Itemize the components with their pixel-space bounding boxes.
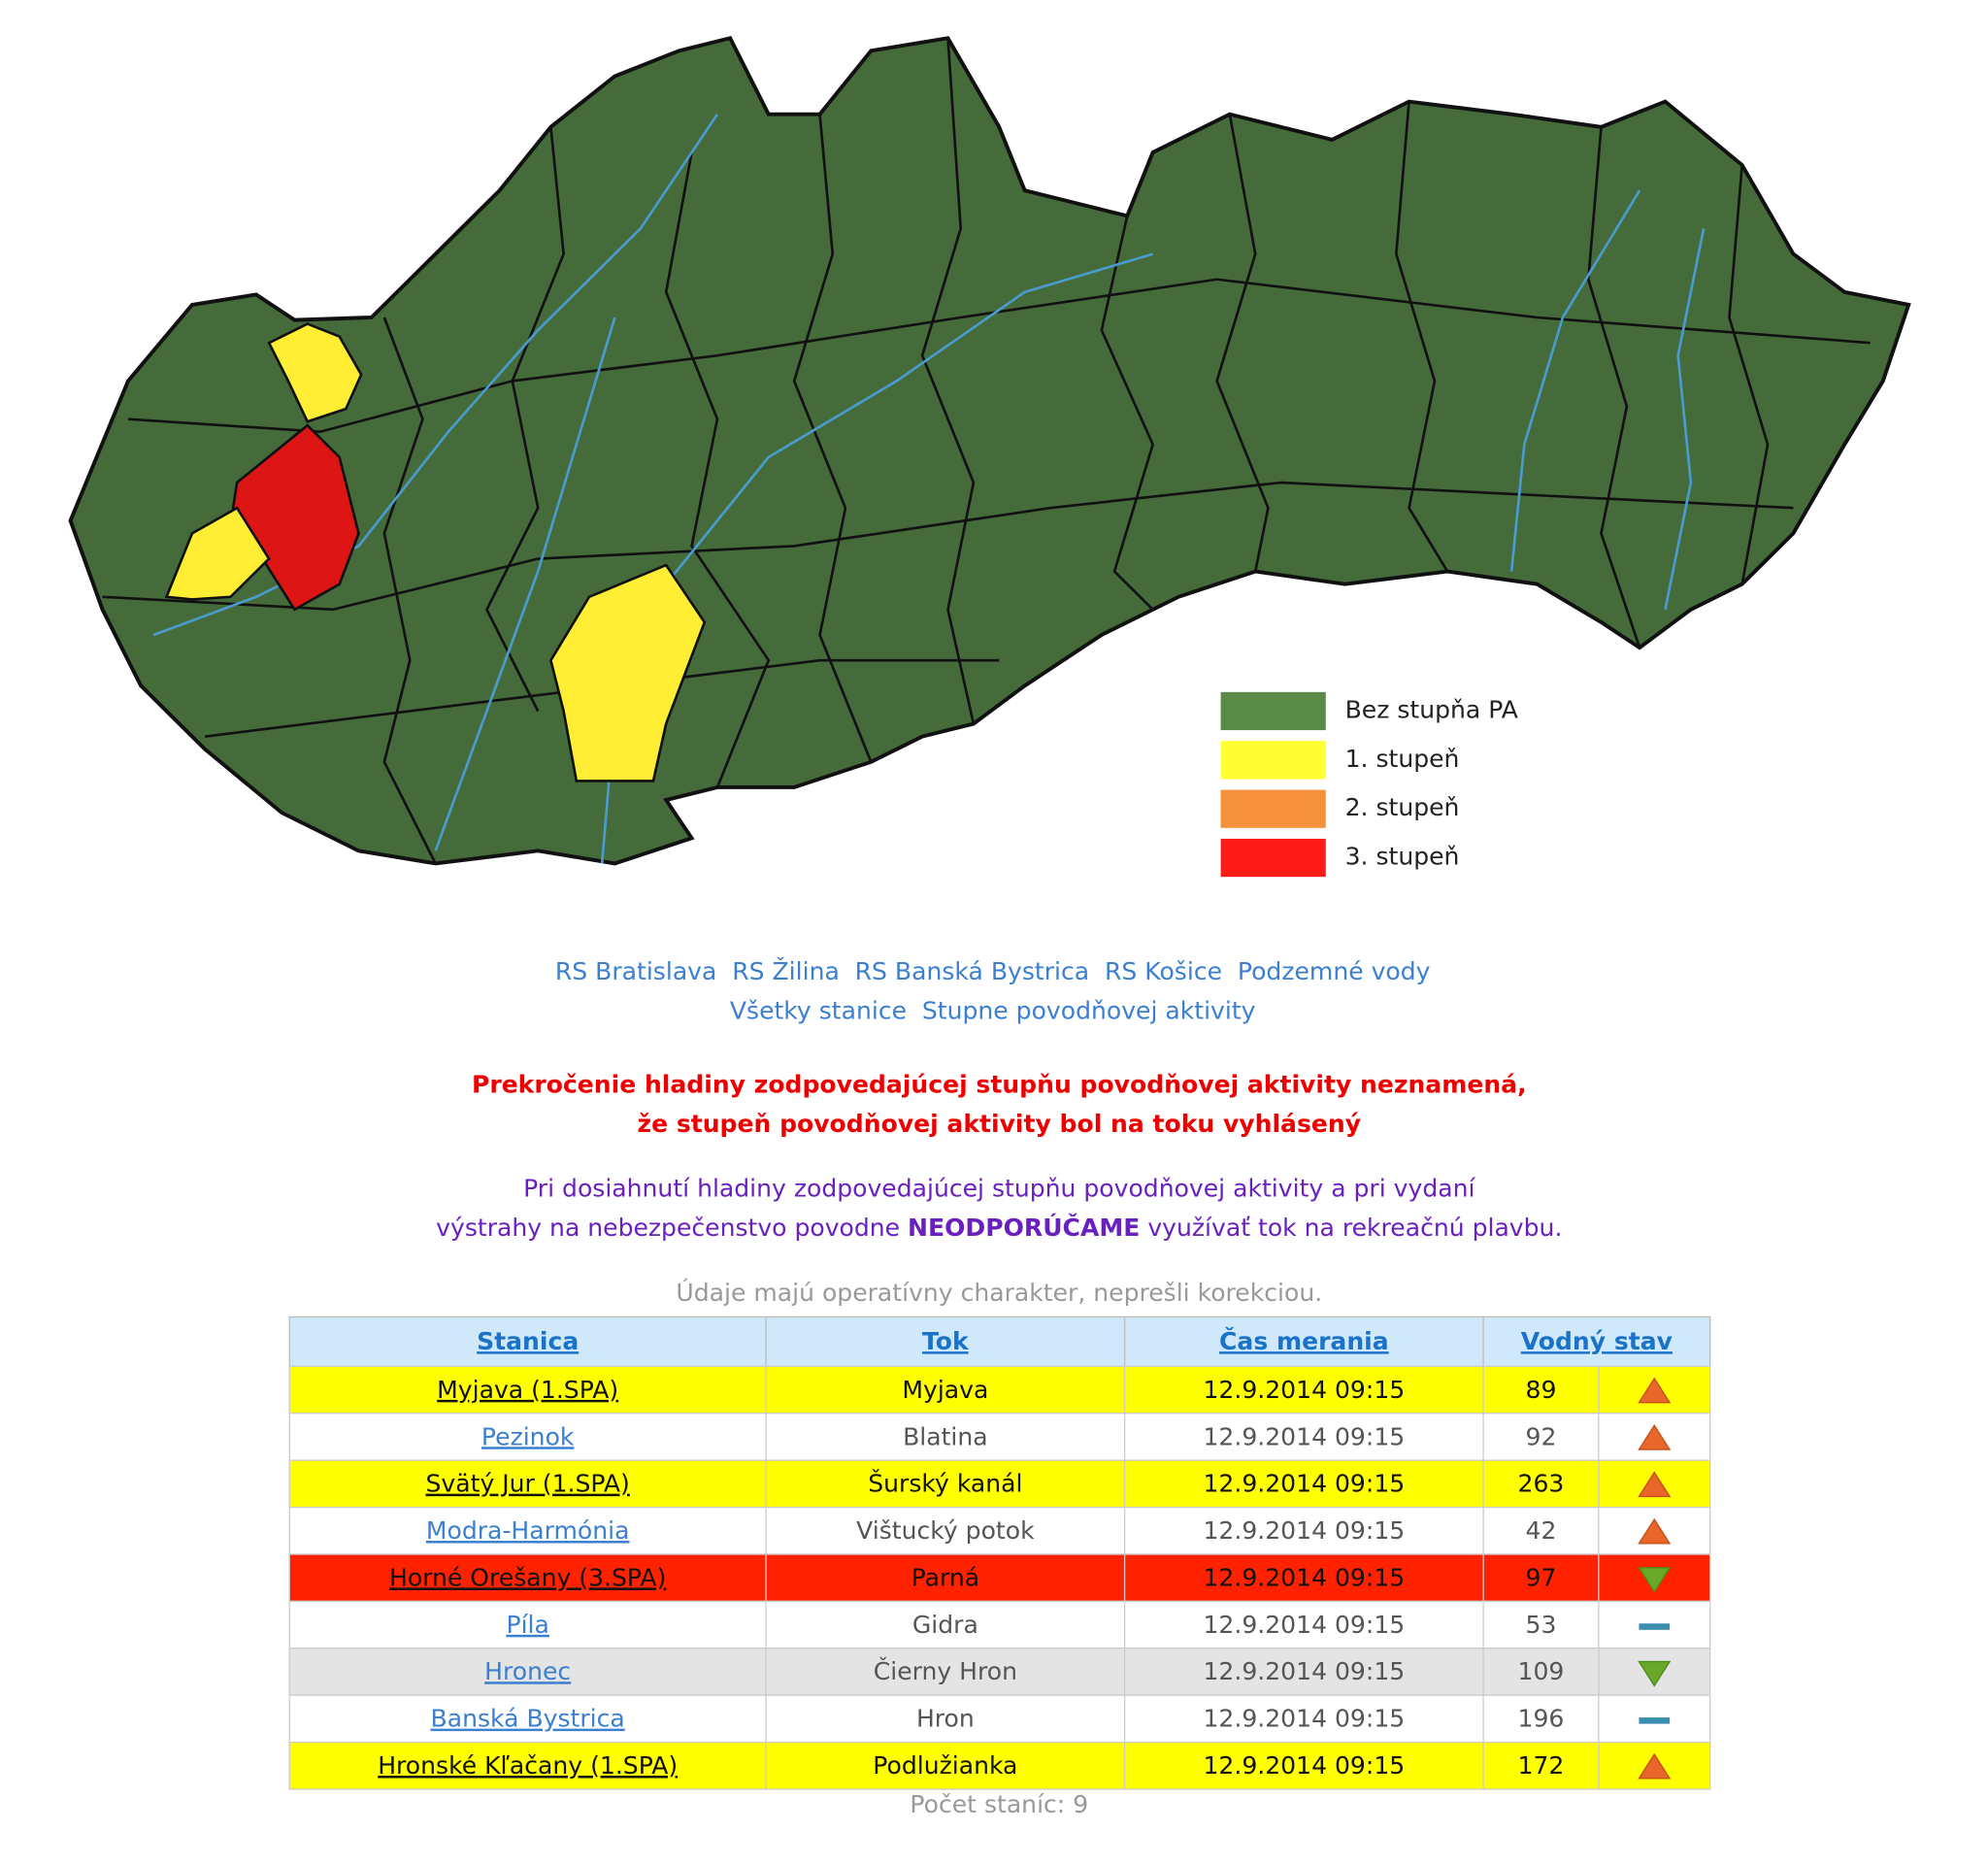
disclaimer: Údaje majú operatívny charakter, neprešl… — [676, 1278, 1322, 1307]
column-header[interactable]: Stanica — [477, 1327, 579, 1355]
region-level-1 — [549, 563, 707, 782]
level-cell: 53 — [1526, 1611, 1557, 1639]
station-link[interactable]: Horné Orešany (3.SPA) — [389, 1564, 666, 1592]
nav-link[interactable]: RS Banská Bystrica — [855, 957, 1090, 985]
legend-swatch — [1220, 838, 1326, 878]
level-cell: 172 — [1518, 1751, 1565, 1780]
level-cell: 263 — [1518, 1470, 1565, 1498]
notice-text: využívať tok na rekreačnú plavbu. — [1147, 1214, 1562, 1242]
legend-swatch — [1220, 691, 1326, 731]
trend-down-icon — [1638, 1660, 1672, 1687]
column-header[interactable]: Vodný stav — [1521, 1327, 1673, 1355]
trend-up-icon — [1638, 1517, 1672, 1545]
legend-label: 3. stupeň — [1345, 843, 1460, 871]
column-header[interactable]: Čas merania — [1219, 1326, 1389, 1355]
river-cell: Vištucký potok — [856, 1516, 1035, 1545]
table-row-bg — [288, 1600, 1711, 1649]
level-cell: 89 — [1526, 1376, 1557, 1404]
region-level-1 — [267, 322, 363, 423]
trend-up-icon — [1638, 1424, 1672, 1450]
rivers — [152, 113, 1706, 864]
nav-row: Všetky stanice Stupne povodňovej aktivity — [730, 997, 1256, 1025]
time-cell: 12.9.2014 09:15 — [1203, 1516, 1405, 1545]
station-link[interactable]: Píla — [506, 1611, 548, 1639]
column-header[interactable]: Tok — [922, 1327, 970, 1355]
river-cell: Blatina — [903, 1422, 988, 1450]
river-cell: Gidra — [912, 1611, 978, 1639]
station-link[interactable]: Banská Bystrica — [431, 1705, 625, 1733]
trend-up-icon — [1638, 1752, 1672, 1780]
trend-up-icon — [1638, 1377, 1672, 1404]
river-cell: Parná — [911, 1564, 979, 1592]
station-link[interactable]: Pezinok — [481, 1422, 575, 1450]
notice-emphasis: NEODPORÚČAME — [908, 1213, 1140, 1242]
nav-link[interactable]: Stupne povodňovej aktivity — [922, 997, 1256, 1025]
time-cell: 12.9.2014 09:15 — [1203, 1657, 1405, 1685]
trend-down-icon — [1638, 1567, 1672, 1593]
content: Bez stupňa PA 1. stupeň 2. stupeň 3. stupeň… — [68, 35, 1911, 1818]
legend-label: 1. stupeň — [1345, 745, 1460, 773]
legend-swatch — [1220, 741, 1326, 780]
legend-swatch — [1220, 789, 1326, 828]
table-header-bg — [288, 1315, 1711, 1368]
time-cell: 12.9.2014 09:15 — [1203, 1705, 1405, 1733]
river-cell: Čierny Hron — [874, 1656, 1017, 1685]
notice-line: Pri dosiahnutí hladiny zodpovedajúcej st… — [523, 1175, 1475, 1203]
table-row-bg — [288, 1694, 1711, 1744]
table-row-bg — [288, 1506, 1711, 1555]
time-cell: 12.9.2014 09:15 — [1203, 1422, 1405, 1450]
table-row-bg — [288, 1413, 1711, 1461]
region-level-1 — [164, 506, 271, 601]
river-cell: Myjava — [902, 1376, 988, 1404]
river-cell: Hron — [916, 1705, 975, 1733]
time-cell: 12.9.2014 09:15 — [1203, 1751, 1405, 1780]
map — [68, 35, 1911, 866]
river-cell: Šurský kanál — [868, 1469, 1022, 1498]
time-cell: 12.9.2014 09:15 — [1203, 1470, 1405, 1498]
level-cell: 196 — [1518, 1705, 1565, 1733]
legend-label: 2. stupeň — [1345, 793, 1460, 821]
river-cell: Podlužianka — [873, 1751, 1017, 1780]
country-outline — [68, 35, 1911, 866]
trend-steady-icon — [1639, 1623, 1671, 1630]
nav-link[interactable]: RS Bratislava — [555, 957, 717, 985]
notice-line: výstrahy na nebezpečenstvo povodne NEODPO… — [436, 1213, 1562, 1242]
legend-label: Bez stupňa PA — [1345, 696, 1518, 724]
time-cell: 12.9.2014 09:15 — [1203, 1564, 1405, 1592]
trend-steady-icon — [1639, 1717, 1671, 1724]
time-cell: 12.9.2014 09:15 — [1203, 1376, 1405, 1404]
table-row-bg — [288, 1648, 1711, 1696]
nav-row: RS Bratislava RS Žilina RS Banská Bystrica… — [555, 957, 1431, 985]
nav-link[interactable]: Podzemné vody — [1238, 957, 1431, 985]
station-count: Počet staníc: 9 — [910, 1790, 1088, 1818]
warning-line: že stupeň povodňovej aktivity bol na tok… — [638, 1110, 1362, 1138]
station-link[interactable]: Hronec — [484, 1657, 571, 1685]
table-row-bg — [288, 1553, 1711, 1603]
nav-link[interactable]: RS Košice — [1105, 957, 1222, 985]
table-row-bg — [288, 1459, 1711, 1509]
station-link[interactable]: Svätý Jur (1.SPA) — [426, 1470, 630, 1498]
nav-link[interactable]: Všetky stanice — [730, 997, 907, 1025]
time-cell: 12.9.2014 09:15 — [1203, 1611, 1405, 1639]
station-link[interactable]: Modra-Harmónia — [426, 1516, 630, 1545]
level-cell: 92 — [1526, 1422, 1557, 1450]
trend-up-icon — [1638, 1471, 1672, 1498]
station-link[interactable]: Myjava (1.SPA) — [437, 1376, 618, 1404]
station-link[interactable]: Hronské Kľačany (1.SPA) — [378, 1751, 678, 1780]
level-cell: 42 — [1526, 1516, 1557, 1545]
nav-link[interactable]: RS Žilina — [732, 957, 840, 985]
level-cell: 109 — [1518, 1657, 1565, 1685]
warning-line: Prekročenie hladiny zodpovedajúcej stupň… — [472, 1070, 1527, 1098]
table-row-bg — [288, 1741, 1711, 1790]
level-cell: 97 — [1526, 1564, 1557, 1592]
notice-text: výstrahy na nebezpečenstvo povodne — [436, 1214, 900, 1242]
